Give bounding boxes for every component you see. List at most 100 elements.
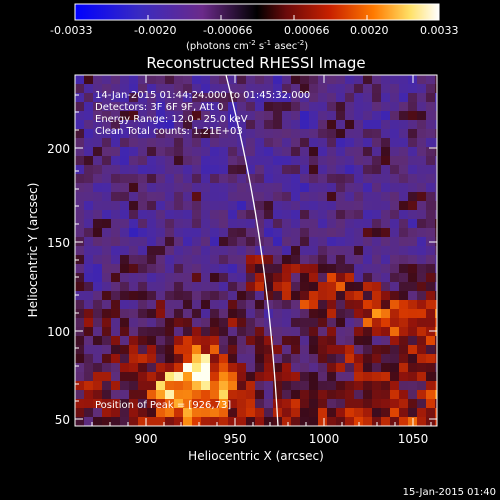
image-pixel <box>327 327 337 337</box>
image-pixel <box>390 102 400 112</box>
image-pixel <box>129 111 139 121</box>
image-pixel <box>156 372 166 382</box>
image-pixel <box>246 93 256 103</box>
image-pixel <box>165 300 175 310</box>
image-pixel <box>435 282 437 292</box>
image-pixel <box>282 102 292 112</box>
image-pixel <box>372 237 382 247</box>
image-pixel <box>84 399 94 409</box>
image-pixel <box>246 291 256 301</box>
image-pixel <box>291 291 301 301</box>
image-pixel <box>246 264 256 274</box>
image-pixel <box>372 390 382 400</box>
image-pixel <box>174 372 184 382</box>
image-pixel <box>282 201 292 211</box>
image-pixel <box>291 300 301 310</box>
image-pixel <box>372 138 382 148</box>
image-pixel <box>255 138 265 148</box>
image-pixel <box>165 192 175 202</box>
image-pixel <box>111 138 121 148</box>
image-pixel <box>318 381 328 391</box>
image-pixel <box>174 309 184 319</box>
image-pixel <box>246 111 256 121</box>
image-pixel <box>399 156 409 166</box>
image-pixel <box>300 336 310 346</box>
image-pixel <box>129 120 139 130</box>
image-pixel <box>102 336 112 346</box>
image-pixel <box>345 264 355 274</box>
image-pixel <box>345 363 355 373</box>
image-pixel <box>408 363 418 373</box>
image-pixel <box>435 147 437 157</box>
image-pixel <box>300 264 310 274</box>
image-pixel <box>363 156 373 166</box>
image-pixel <box>219 291 229 301</box>
image-pixel <box>309 246 319 256</box>
image-pixel <box>147 264 157 274</box>
image-pixel <box>201 345 211 355</box>
image-pixel <box>228 120 238 130</box>
image-pixel <box>282 282 292 292</box>
image-pixel <box>318 183 328 193</box>
image-pixel <box>381 408 391 418</box>
image-pixel <box>309 354 319 364</box>
image-pixel <box>102 93 112 103</box>
image-pixel <box>417 255 427 265</box>
image-pixel <box>381 363 391 373</box>
image-pixel <box>327 354 337 364</box>
image-pixel <box>273 291 283 301</box>
image-pixel <box>345 381 355 391</box>
image-pixel <box>228 318 238 328</box>
image-pixel <box>102 174 112 184</box>
image-pixel <box>93 120 103 130</box>
image-pixel <box>354 399 364 409</box>
image-pixel <box>264 111 274 121</box>
image-pixel <box>111 147 121 157</box>
image-pixel <box>372 111 382 121</box>
image-pixel <box>381 93 391 103</box>
image-pixel <box>390 246 400 256</box>
image-pixel <box>336 93 346 103</box>
image-pixel <box>147 309 157 319</box>
image-pixel <box>111 93 121 103</box>
image-pixel <box>165 156 175 166</box>
image-pixel <box>327 282 337 292</box>
image-pixel <box>165 336 175 346</box>
image-pixel <box>426 138 436 148</box>
image-pixel <box>120 300 130 310</box>
image-pixel <box>327 129 337 139</box>
image-pixel <box>183 93 193 103</box>
image-pixel <box>102 102 112 112</box>
image-pixel <box>300 210 310 220</box>
image-pixel <box>210 417 220 426</box>
image-pixel <box>426 345 436 355</box>
image-pixel <box>309 210 319 220</box>
image-pixel <box>120 201 130 211</box>
image-pixel <box>75 363 85 373</box>
image-pixel <box>102 210 112 220</box>
image-pixel <box>327 93 337 103</box>
image-pixel <box>228 246 238 256</box>
image-pixel <box>282 318 292 328</box>
image-pixel <box>264 84 274 94</box>
image-pixel <box>399 84 409 94</box>
image-pixel <box>129 138 139 148</box>
image-pixel <box>435 183 437 193</box>
image-pixel <box>192 372 202 382</box>
image-pixel <box>120 255 130 265</box>
image-pixel <box>147 228 157 238</box>
image-pixel <box>309 111 319 121</box>
image-pixel <box>336 345 346 355</box>
image-pixel <box>156 93 166 103</box>
image-pixel <box>228 336 238 346</box>
image-pixel <box>156 291 166 301</box>
colorbar-tick-label: 0.0033 <box>420 24 459 37</box>
image-pixel <box>93 291 103 301</box>
image-pixel <box>183 372 193 382</box>
image-pixel <box>408 309 418 319</box>
image-pixel <box>408 354 418 364</box>
image-pixel <box>354 138 364 148</box>
image-pixel <box>363 372 373 382</box>
image-pixel <box>264 219 274 229</box>
colorbar-tick-label: -0.0020 <box>134 24 176 37</box>
